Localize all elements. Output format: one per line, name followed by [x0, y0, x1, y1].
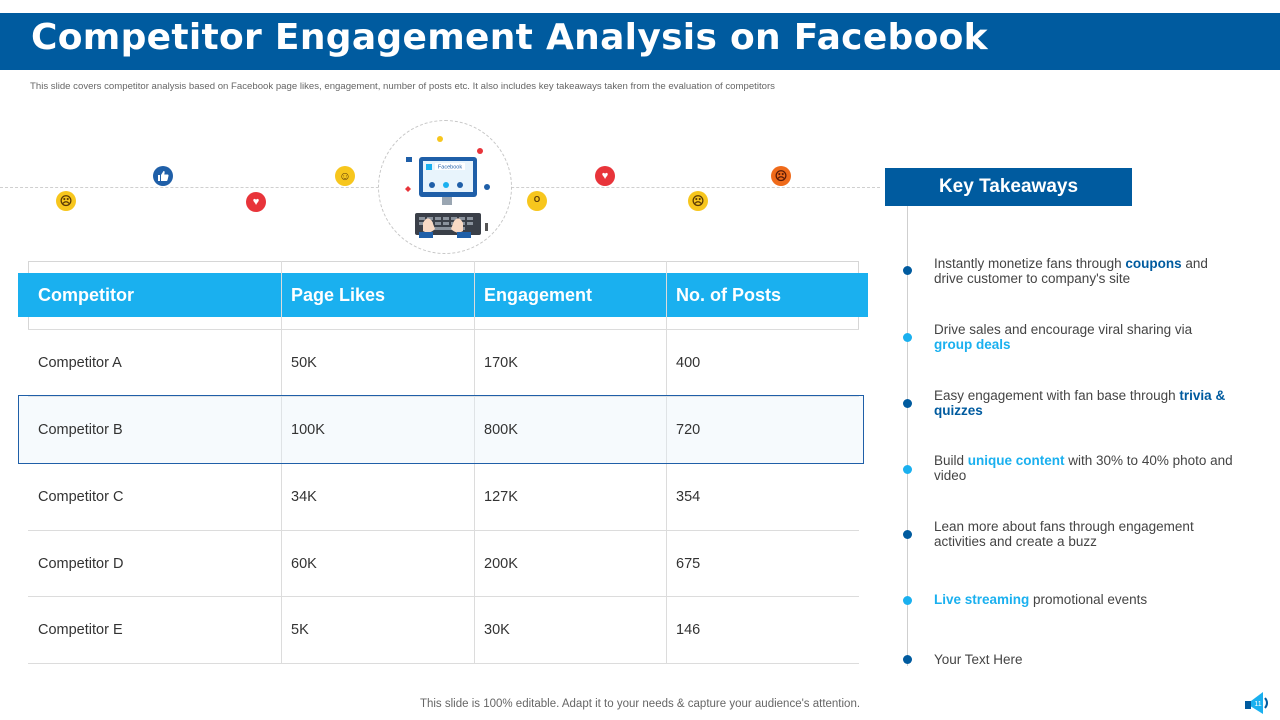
timeline-dot [903, 333, 912, 342]
header-page-likes: Page Likes [291, 284, 386, 305]
takeaway-item: Your Text Here [934, 652, 1023, 667]
timeline-dot [903, 530, 912, 539]
heart-icon: ♥ [595, 166, 615, 186]
table-cell: 800K [484, 422, 518, 438]
table-cell: 34K [291, 489, 317, 505]
row-divider [28, 596, 859, 597]
heart-icon: ♥ [246, 192, 266, 212]
table-cell: 30K [484, 622, 510, 638]
column-divider [281, 261, 282, 663]
thumbs-up-icon [153, 166, 173, 186]
header-engagement: Engagement [484, 284, 593, 305]
table-cell: 50K [291, 355, 317, 371]
table-cell: 127K [484, 489, 518, 505]
header-posts: No. of Posts [676, 284, 782, 305]
timeline-dot [903, 399, 912, 408]
row-divider [28, 329, 859, 330]
header-competitor: Competitor [38, 284, 134, 305]
megaphone-icon: 11 [1243, 688, 1275, 718]
laughing-face-icon: ☺ [335, 166, 355, 186]
footer-note: This slide is 100% editable. Adapt it to… [419, 698, 861, 710]
takeaway-item: Drive sales and encourage viral sharing … [934, 322, 1193, 352]
page-number: 11 [1254, 701, 1261, 708]
page-subtitle: This slide covers competitor analysis ba… [30, 81, 775, 92]
sad-face-icon: ☹ [56, 191, 76, 211]
table-cell: 400 [676, 355, 701, 371]
table-cell: Competitor D [38, 556, 124, 572]
row-divider [28, 663, 859, 664]
timeline-dot [903, 655, 912, 664]
takeaway-item: Build unique content with 30% to 40% pho… [934, 453, 1233, 483]
timeline-line [907, 206, 908, 666]
sad-face-icon: ☹ [688, 191, 708, 211]
column-divider [666, 261, 667, 663]
timeline-dot [903, 596, 912, 605]
table-cell: 146 [676, 622, 701, 638]
row-divider [28, 396, 859, 397]
table-cell: 354 [676, 489, 701, 505]
page-title: Competitor Engagement Analysis on Facebo… [31, 17, 988, 58]
table-header [18, 273, 868, 317]
takeaway-item: Lean more about fans through engagement … [934, 519, 1194, 549]
title-bar [0, 13, 1280, 70]
table-cell: 720 [676, 422, 701, 438]
table-cell: 170K [484, 355, 518, 371]
angry-face-icon: ☹ [771, 166, 791, 186]
table-cell: 100K [291, 422, 325, 438]
table-cell: Competitor A [38, 355, 122, 371]
highlighted-table-row [18, 395, 864, 464]
table-cell: 200K [484, 556, 518, 572]
takeaway-item: Easy engagement with fan base through tr… [934, 388, 1226, 418]
facebook-hero-illustration: Facebook [378, 120, 512, 254]
table-cell: Competitor B [38, 422, 123, 438]
table-cell: 675 [676, 556, 701, 572]
timeline-dot [903, 465, 912, 474]
table-cell: Competitor C [38, 489, 124, 505]
table-cell: Competitor E [38, 622, 123, 638]
takeaway-item: Instantly monetize fans through coupons … [934, 256, 1208, 286]
table-cell: 60K [291, 556, 317, 572]
surprised-face-icon: ᴼ [527, 191, 547, 211]
key-takeaways-header: Key Takeaways [885, 168, 1132, 206]
column-divider [474, 261, 475, 663]
timeline-dot [903, 266, 912, 275]
row-divider [28, 530, 859, 531]
table-cell: 5K [291, 622, 309, 638]
takeaway-item: Live streaming promotional events [934, 592, 1148, 607]
hero-facebook-label: Facebook [438, 165, 462, 171]
